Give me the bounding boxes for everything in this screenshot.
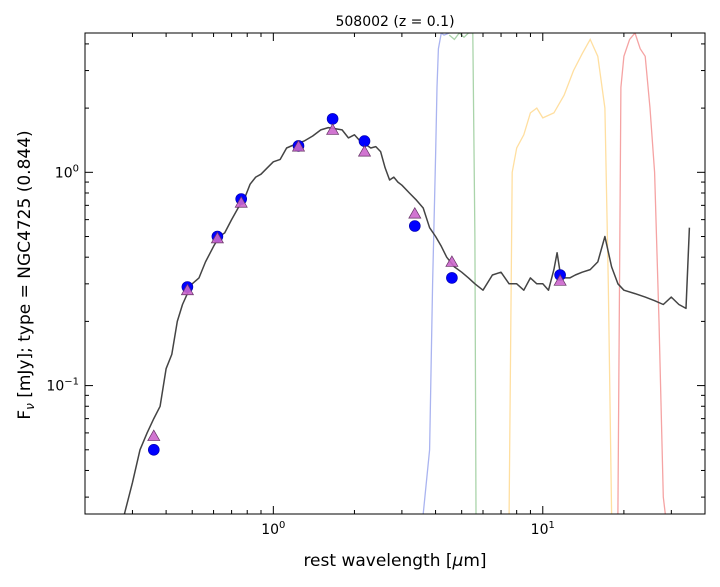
model-point — [147, 429, 161, 441]
filter-curve-3 — [617, 33, 666, 514]
plot-frame — [84, 32, 706, 515]
y-tick-label: 100 — [55, 163, 79, 181]
model-point — [357, 144, 372, 157]
model-point — [445, 255, 459, 267]
model-point — [210, 231, 224, 244]
x-axis-label: rest wavelength [μm] — [303, 551, 486, 571]
y-tick-label: 10−1 — [46, 377, 79, 395]
observed-point — [148, 443, 160, 456]
model-point — [553, 274, 567, 286]
filter-curve-2 — [508, 37, 613, 514]
observed-point — [358, 135, 371, 147]
observed-point — [408, 220, 421, 232]
observed-point — [326, 113, 339, 125]
model-point — [408, 206, 422, 219]
model-point — [326, 123, 340, 135]
model-point — [291, 139, 306, 152]
model-point — [180, 283, 195, 296]
chart-title: 508002 (z = 0.1) — [335, 14, 454, 30]
x-tick-label: 100 — [261, 520, 285, 538]
filter-curve-1 — [448, 33, 477, 514]
model-point — [234, 196, 248, 208]
filter-curve-0 — [422, 33, 450, 514]
observed-point — [446, 272, 458, 284]
x-tick-label: 101 — [531, 520, 555, 538]
y-axis-label: Fν [mJy]; type = NGC4725 (0.844) — [15, 130, 37, 419]
